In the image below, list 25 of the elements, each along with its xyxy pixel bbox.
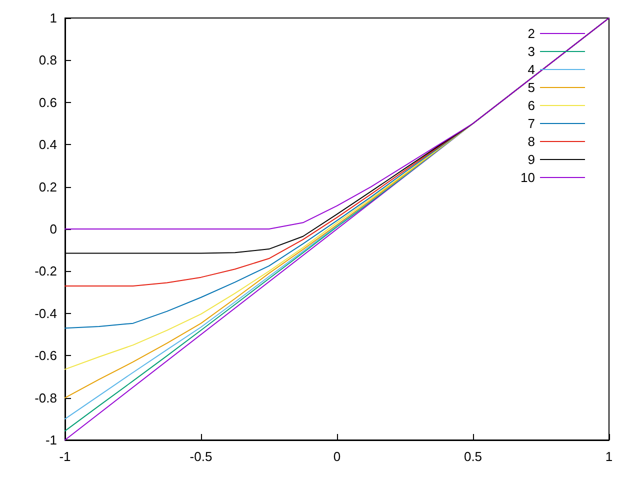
legend-label: 6 — [528, 98, 535, 113]
x-tick-label: 0 — [333, 449, 341, 464]
legend-label: 8 — [528, 134, 535, 149]
y-tick-label: 0.8 — [38, 52, 57, 68]
x-tick-label: -0.5 — [190, 449, 212, 464]
x-tick-label: -1 — [59, 449, 71, 464]
y-tick-label: -0.4 — [34, 306, 57, 321]
y-tick-label: 0.4 — [38, 137, 57, 152]
x-tick-label: 0.5 — [464, 449, 482, 464]
y-tick-label: -0.8 — [34, 390, 57, 406]
legend-label: 2 — [528, 26, 535, 41]
legend-label: 7 — [528, 116, 535, 131]
y-tick-label: 1 — [50, 10, 57, 26]
legend-label: 3 — [528, 44, 535, 59]
y-tick-label: 0 — [50, 222, 57, 236]
y-tick-label: 0.6 — [38, 94, 57, 110]
y-tick-label: -1 — [45, 432, 57, 448]
legend-label: 4 — [528, 62, 535, 77]
y-tick-label: -0.6 — [34, 348, 57, 364]
x-tick-label: 1 — [605, 449, 613, 464]
legend-label: 5 — [528, 80, 535, 95]
legend-label: 10 — [520, 170, 535, 185]
legend-label: 9 — [528, 152, 535, 167]
y-tick-label: 0.2 — [38, 179, 57, 194]
y-tick-label: -0.2 — [34, 264, 57, 279]
